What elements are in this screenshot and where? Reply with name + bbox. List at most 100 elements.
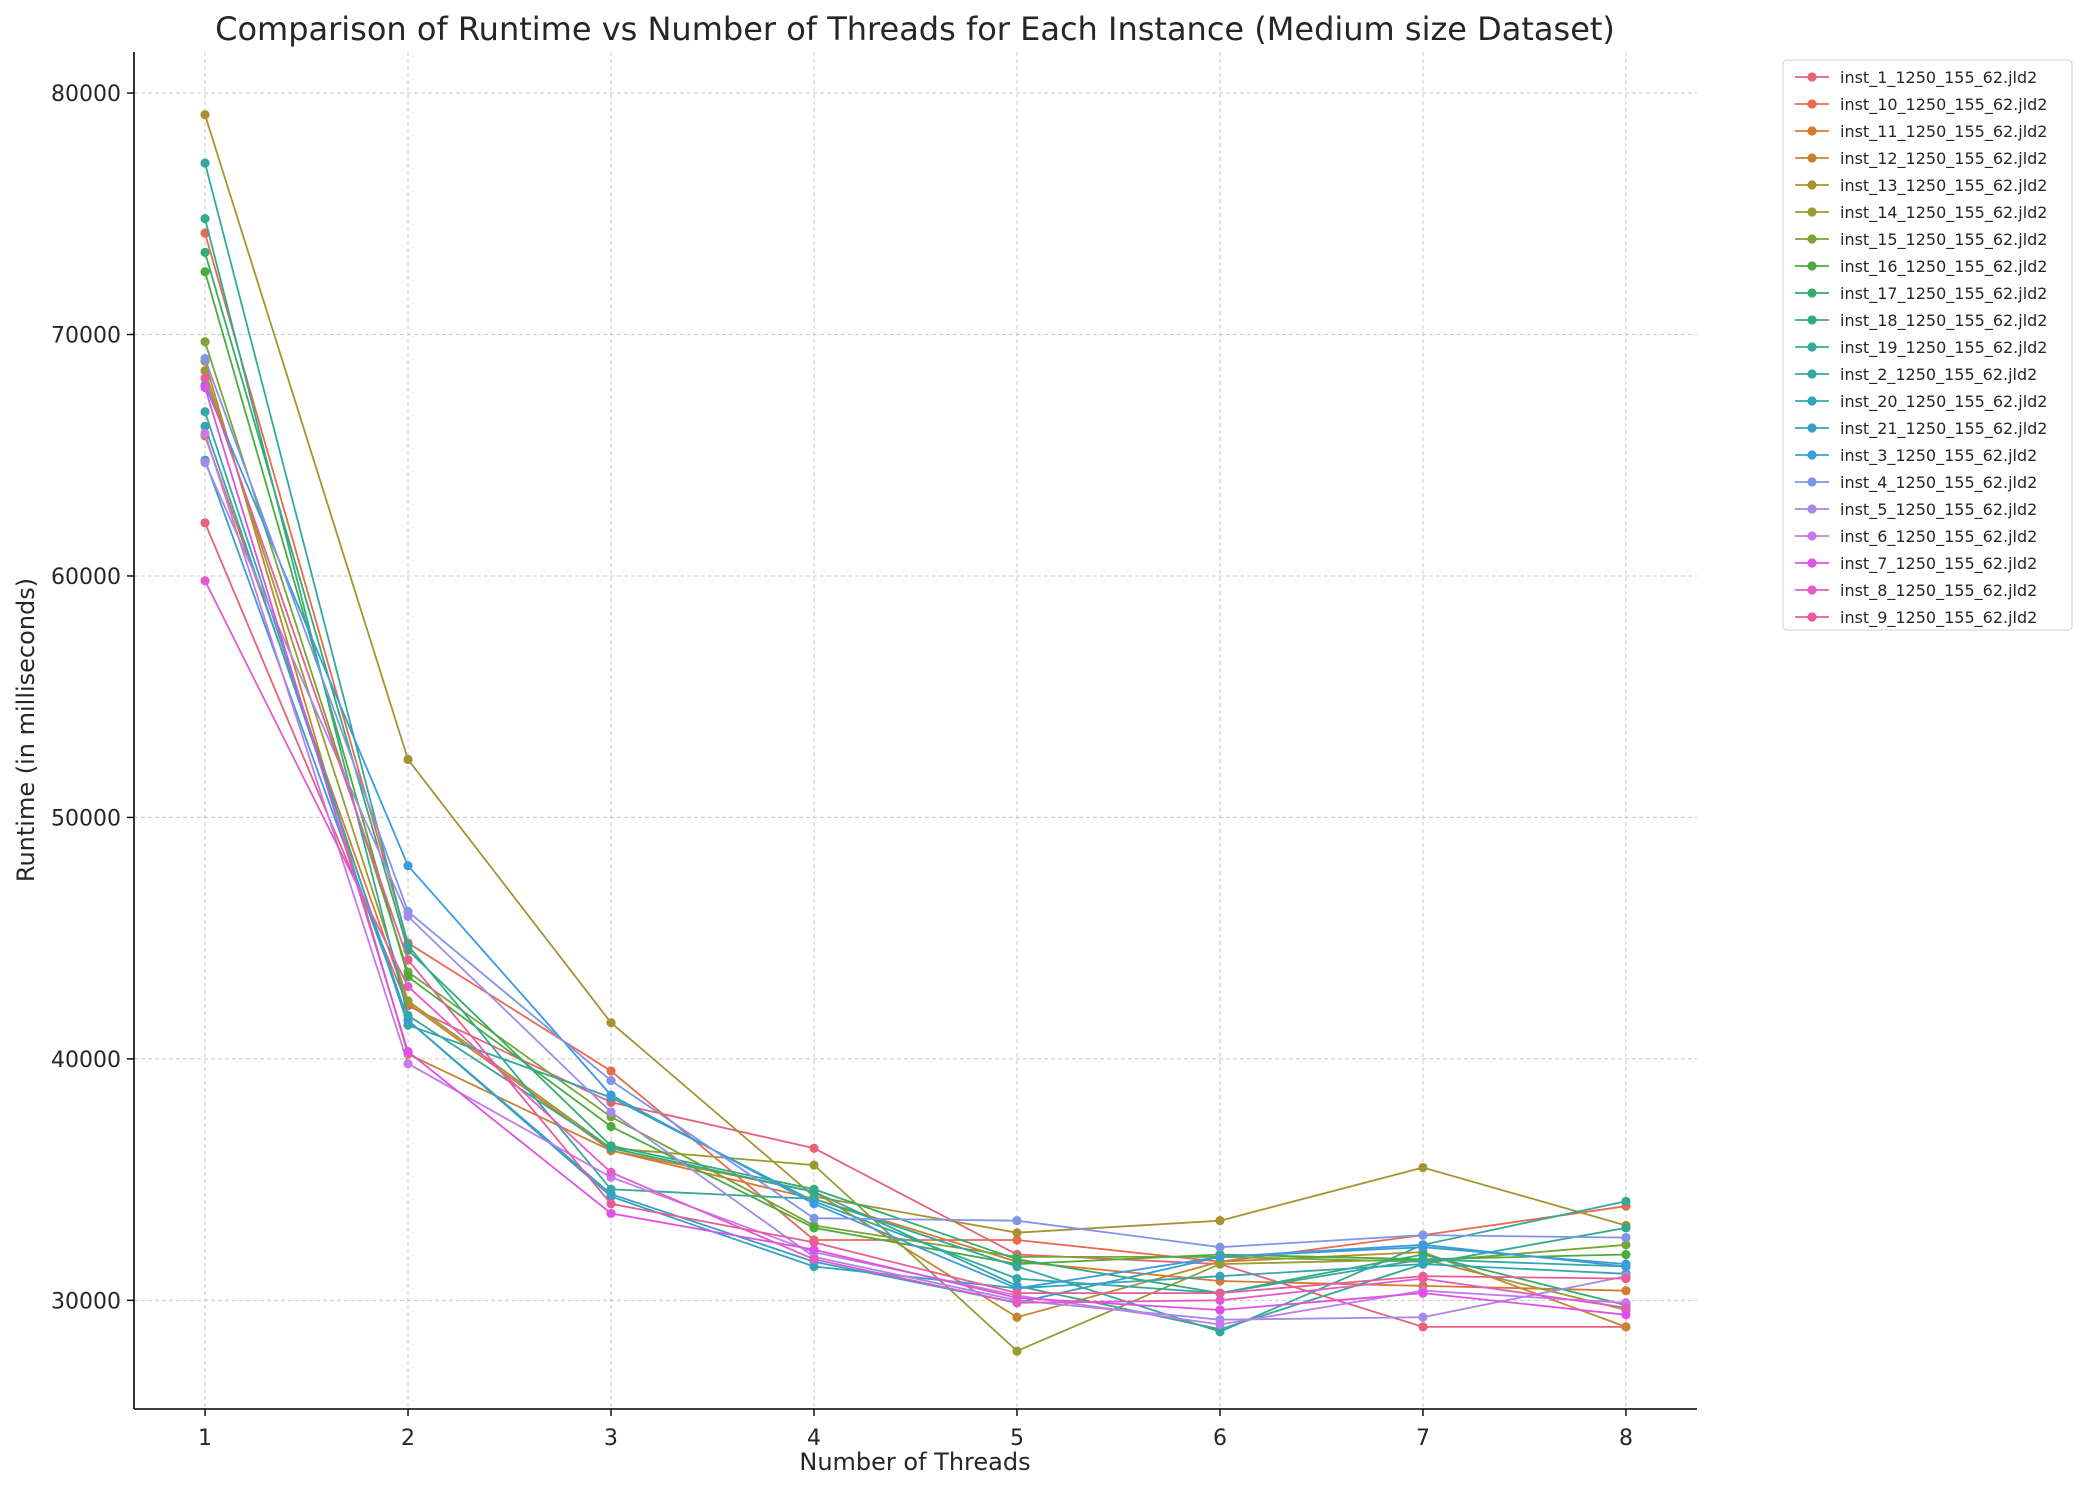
legend-marker [1807,450,1817,460]
grid-lines [134,52,1697,1409]
x-tick-label: 8 [1619,1426,1633,1451]
data-point [200,428,210,439]
legend-marker [1807,342,1817,352]
legend-item: inst_6_1250_155_62.jld2 [1795,527,2037,547]
data-point [1418,1240,1428,1250]
x-tick-label: 2 [401,1426,415,1451]
legend-frame [1782,59,2073,631]
legend-item: inst_2_1250_155_62.jld2 [1795,365,2037,385]
series [200,380,1631,1293]
legend-item: inst_5_1250_155_62.jld2 [1795,500,2037,520]
legend-marker [1807,396,1817,406]
data-point [1621,1274,1631,1284]
data-point [809,1254,819,1264]
legend-marker [1807,207,1817,217]
legend-label: inst_10_1250_155_62.jld2 [1840,95,2047,115]
data-point [200,518,210,528]
legend-label: inst_12_1250_155_62.jld2 [1840,149,2047,169]
data-point [1418,1271,1428,1281]
data-point [1012,1228,1022,1238]
data-point [1215,1259,1225,1269]
legend-item: inst_17_1250_155_62.jld2 [1795,284,2047,304]
data-point [403,1059,413,1069]
legend-marker [1807,180,1817,190]
legend-marker [1807,369,1817,379]
x-tick-label: 6 [1213,1426,1227,1451]
legend-marker [1807,99,1817,109]
data-point [1621,1232,1631,1243]
legend-marker [1807,612,1817,622]
data-point [403,955,413,965]
data-point [200,267,210,277]
series [200,455,1631,1308]
legend-label: inst_15_1250_155_62.jld2 [1840,230,2047,250]
data-point [200,421,210,431]
legend-label: inst_6_1250_155_62.jld2 [1840,527,2037,547]
data-point [200,158,210,168]
legend-item: inst_20_1250_155_62.jld2 [1795,392,2047,412]
data-point [606,1018,616,1028]
data-point [1418,1288,1428,1298]
legend-item: inst_18_1250_155_62.jld2 [1795,311,2047,331]
y-tick-label: 60000 [51,565,121,590]
data-point [1215,1327,1225,1337]
x-tick-label: 3 [604,1426,618,1451]
legend-item: inst_7_1250_155_62.jld2 [1795,554,2037,574]
series-line [204,433,1627,1326]
data-point [1621,1196,1631,1206]
data-point [403,1047,413,1057]
data-point [200,576,210,586]
series [200,518,1631,1332]
data-point [200,247,210,258]
series-line [204,462,1627,1321]
data-point [606,1076,616,1086]
series [200,373,1631,1298]
data-point [1621,1310,1631,1320]
legend-label: inst_14_1250_155_62.jld2 [1840,203,2047,223]
data-point [200,110,210,120]
data-point [1418,1162,1428,1173]
data-point [1215,1319,1225,1330]
series [200,431,1631,1296]
axes [133,52,1697,1410]
data-point [809,1160,819,1170]
data-point [1012,1261,1022,1272]
y-tick-label: 80000 [51,82,121,107]
data-point [606,1066,616,1076]
legend-item: inst_19_1250_155_62.jld2 [1795,338,2047,358]
series [200,383,1631,1320]
legend-item: inst_11_1250_155_62.jld2 [1795,122,2047,142]
series-line [204,358,1627,1249]
data-point [606,1208,616,1219]
y-axis-label: Runtime (in milliseconds) [12,578,40,882]
series [200,337,1631,1267]
legend-item: inst_21_1250_155_62.jld2 [1795,419,2047,439]
legend-label: inst_18_1250_155_62.jld2 [1840,311,2047,331]
series-line [204,435,1627,1292]
legend-label: inst_16_1250_155_62.jld2 [1840,257,2047,277]
data-point [1012,1274,1022,1284]
series [200,421,1631,1293]
legend-marker [1807,261,1817,271]
legend-marker [1807,423,1817,433]
data-point [1012,1288,1022,1298]
series [200,214,1631,1334]
series [200,356,1631,1332]
series-line [204,387,1627,1316]
legend-label: inst_13_1250_155_62.jld2 [1840,176,2047,196]
x-tick-labels: 1 2 3 4 5 6 7 8 [198,1409,1633,1451]
data-point [809,1143,819,1153]
legend-marker [1807,72,1817,82]
series-line [204,252,1627,1307]
legend-marker [1807,504,1817,514]
data-point [1621,1249,1631,1260]
data-point [606,1090,616,1100]
data-point [1012,1254,1022,1264]
data-point [809,1213,819,1223]
y-tick-label: 30000 [51,1289,121,1314]
data-point [1215,1252,1225,1262]
series [200,407,1631,1298]
legend-marker [1807,558,1817,568]
series [200,576,1631,1313]
